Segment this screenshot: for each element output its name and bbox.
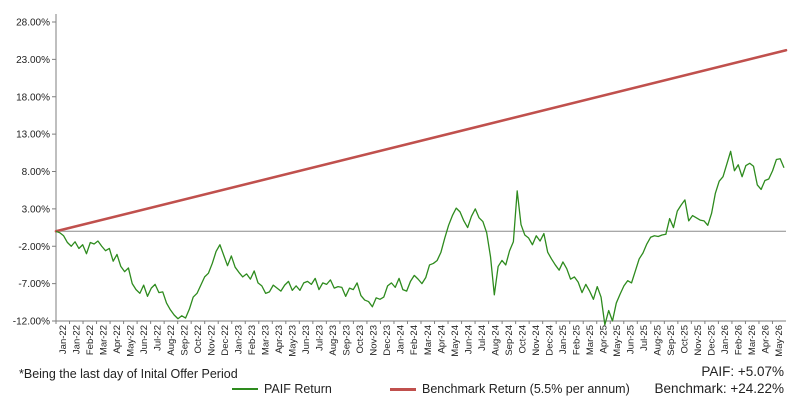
x-tick-label: May-26 [774,325,785,357]
footnote: *Being the last day of Inital Offer Peri… [19,367,238,381]
x-tick-label: Mar-22 [98,325,109,355]
summary-paif: PAIF: +5.07% [701,364,784,379]
x-tick-label: Nov-22 [206,325,217,356]
y-tick-label: 18.00% [16,92,50,103]
legend-label-paif: PAIF Return [264,382,332,396]
legend-swatch-benchmark [390,387,416,391]
x-tick-label: Aug-22 [166,325,177,356]
x-tick-label: Jul-23 [315,325,326,351]
x-tick-label: Sep-24 [504,325,515,356]
x-axis: Jan-22 Jan-22 Feb-22 Mar-22 Apr-22 May-22 Jun-… [55,320,786,357]
x-tick-label: Jan-26 [720,325,731,354]
x-tick-label: Feb-24 [409,325,420,355]
x-tick-label: Mar-26 [747,325,758,355]
x-tick-label: Mar-23 [261,325,272,355]
legend-swatch-paif [232,388,258,390]
x-tick-label: Nov-23 [369,325,380,356]
x-tick-label: Feb-23 [247,325,258,355]
x-tick-label: Jun-25 [626,325,637,354]
x-tick-label: Oct-25 [680,325,691,354]
y-tick-label: -2.00% [18,242,50,253]
x-tick-label: Apr-22 [112,325,123,354]
x-tick-label: Jul-24 [477,325,488,351]
x-tick-label: May-22 [125,325,136,357]
x-tick-label: Jun-24 [463,325,474,354]
x-tick-label: Oct-24 [517,325,528,354]
legend-item-paif: PAIF Return [232,382,332,396]
series-line-paif [55,150,785,326]
x-tick-label: Jul-25 [639,325,650,351]
x-tick-label: Jun-23 [301,325,312,354]
x-tick-label: Mar-25 [585,325,596,355]
x-tick-label: Oct-23 [355,325,366,354]
series-line-benchmark [54,48,788,233]
summary-benchmark: Benchmark: +24.22% [654,381,784,396]
x-tick-label: Jan-23 [234,325,245,354]
legend-item-benchmark: Benchmark Return (5.5% per annum) [390,382,630,396]
x-tick-label: Apr-23 [274,325,285,354]
x-tick-label: Dec-25 [707,325,718,356]
legend-label-benchmark: Benchmark Return (5.5% per annum) [422,382,630,396]
x-tick-label: Jan-24 [396,325,407,354]
y-tick-label: 13.00% [16,130,50,141]
x-tick-label: Apr-24 [436,325,447,354]
x-tick-label: Aug-24 [490,325,501,356]
x-tick-label: May-25 [612,325,623,357]
series-layer [54,48,788,326]
x-tick-label: Sep-25 [666,325,677,356]
x-tick-label: Feb-25 [571,325,582,355]
x-tick-label: Mar-24 [423,325,434,355]
y-tick-label: -7.00% [18,279,50,290]
x-tick-label: May-23 [288,325,299,357]
y-tick-label: 28.00% [16,18,50,29]
x-tick-label: Dec-23 [382,325,393,356]
x-tick-label: Feb-22 [85,325,96,355]
x-tick-label: May-24 [450,325,461,357]
y-tick-label: 3.00% [22,204,50,215]
x-tick-label: Jan-22 [71,325,82,354]
x-tick-label: Dec-24 [544,325,555,356]
x-tick-label: Jan-22 [58,325,69,354]
x-tick-label: Sep-22 [179,325,190,356]
x-tick-label: Jun-22 [139,325,150,354]
y-tick-label: -12.00% [13,317,50,328]
x-tick-label: Nov-25 [693,325,704,356]
x-tick-label: Aug-23 [328,325,339,356]
x-tick-label: Jul-22 [152,325,163,351]
x-tick-label: Jan-25 [558,325,569,354]
x-tick-label: Aug-25 [653,325,664,356]
x-tick-label: Feb-26 [734,325,745,355]
x-tick-label: Apr-26 [761,325,772,354]
y-tick-label: 23.00% [16,55,50,66]
x-tick-label: Sep-23 [342,325,353,356]
y-axis: -12.00% -7.00% -2.00% 3.00% 8.00% 13.00% 18.00… [13,14,57,328]
x-tick-label: Dec-22 [220,325,231,356]
y-tick-label: 8.00% [22,167,50,178]
x-tick-label: Nov-24 [531,325,542,356]
x-tick-label: Apr-25 [599,325,610,354]
x-tick-label: Oct-22 [193,325,204,354]
